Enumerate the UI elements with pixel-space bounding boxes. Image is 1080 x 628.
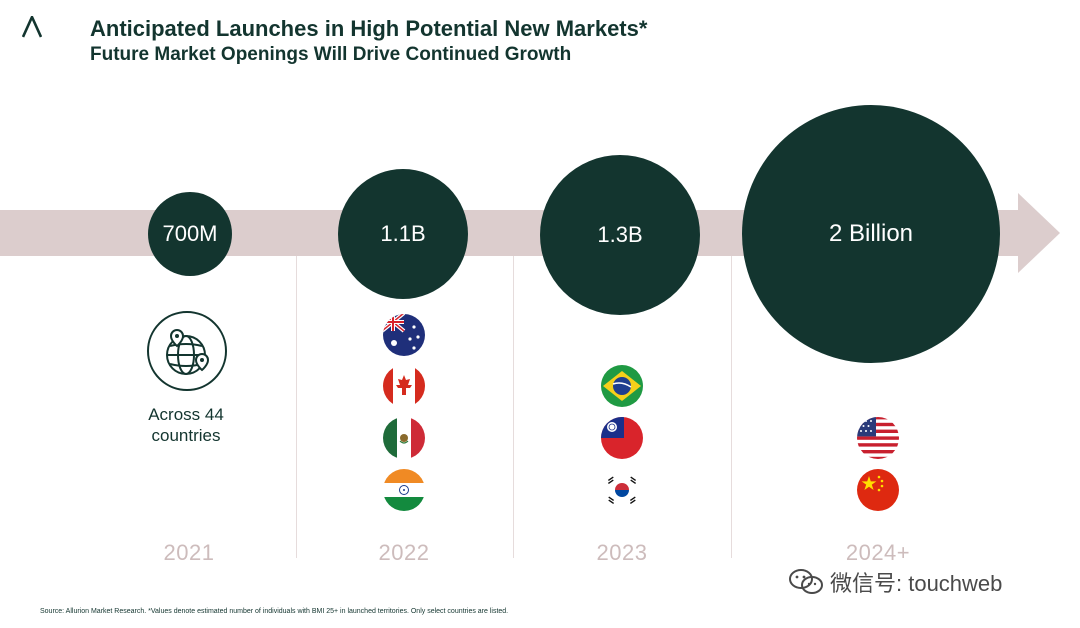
year-label-2023: 2023 bbox=[596, 540, 648, 565]
year-label-2022: 2022 bbox=[378, 540, 430, 565]
timeline-arrow-head bbox=[1018, 193, 1060, 273]
globe-pin-icon bbox=[147, 311, 227, 391]
coverage-caption-line1: Across 44 bbox=[148, 405, 224, 424]
page-subtitle: Future Market Openings Will Drive Contin… bbox=[90, 44, 572, 65]
wechat-icon bbox=[789, 569, 823, 594]
usa-flag-icon bbox=[856, 416, 900, 460]
column-divider bbox=[513, 256, 514, 558]
wechat-watermark: 微信号: touchweb bbox=[788, 566, 1002, 598]
brazil-flag-icon bbox=[600, 364, 644, 408]
bubble-2022: 1.1B bbox=[338, 169, 468, 299]
south-korea-flag-icon bbox=[600, 468, 644, 512]
india-flag-icon bbox=[382, 468, 426, 512]
bubble-2024-plus: 2 Billion bbox=[742, 105, 1000, 363]
year-label-2021: 2021 bbox=[163, 540, 215, 565]
page-title: Anticipated Launches in High Potential N… bbox=[90, 16, 648, 41]
column-divider bbox=[731, 256, 732, 558]
china-flag-icon bbox=[856, 468, 900, 512]
bubble-2023: 1.3B bbox=[540, 155, 700, 315]
allurion-logo-icon bbox=[22, 16, 42, 38]
watermark-text: 微信号: touchweb bbox=[830, 571, 1003, 596]
mexico-flag-icon bbox=[382, 416, 426, 460]
source-footnote: Source: Allurion Market Research. *Value… bbox=[40, 608, 509, 615]
canada-flag-icon bbox=[382, 364, 426, 408]
year-label-2024-plus: 2024+ bbox=[845, 540, 911, 565]
coverage-caption-line2: countries bbox=[151, 426, 221, 445]
bubble-2021: 700M bbox=[148, 192, 232, 276]
australia-flag-icon bbox=[382, 313, 426, 357]
column-divider bbox=[296, 256, 297, 558]
taiwan-flag-icon bbox=[600, 416, 644, 460]
coverage-caption: Across 44 countries bbox=[126, 404, 246, 446]
